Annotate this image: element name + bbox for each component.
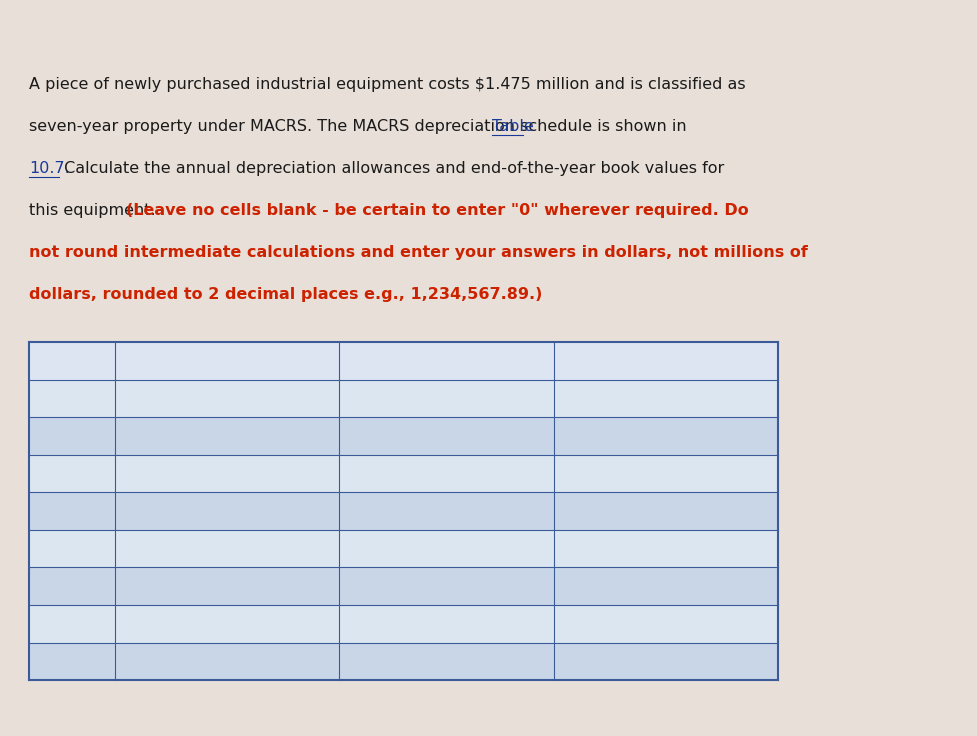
Text: A piece of newly purchased industrial equipment costs $1.475 million and is clas: A piece of newly purchased industrial eq… [29, 77, 745, 92]
Text: 5: 5 [67, 541, 77, 556]
Text: 1: 1 [67, 391, 77, 406]
Text: 7: 7 [67, 616, 77, 631]
Text: dollars, rounded to 2 decimal places e.g., 1,234,567.89.): dollars, rounded to 2 decimal places e.g… [29, 287, 542, 302]
Text: this equipment.: this equipment. [29, 203, 161, 218]
Text: 6: 6 [67, 578, 77, 594]
Text: Year: Year [53, 353, 92, 369]
Text: Calculate the annual depreciation allowances and end-of-the-year book values for: Calculate the annual depreciation allowa… [60, 161, 724, 176]
Text: 4: 4 [67, 503, 77, 519]
Text: Ending Book Value: Ending Book Value [580, 353, 749, 369]
Text: not round intermediate calculations and enter your answers in dollars, not milli: not round intermediate calculations and … [29, 245, 807, 260]
Text: 8: 8 [67, 654, 77, 669]
Text: Depreciation: Depreciation [388, 353, 504, 369]
Text: seven-year property under MACRS. The MACRS depreciation schedule is shown in: seven-year property under MACRS. The MAC… [29, 119, 692, 134]
Text: Table: Table [492, 119, 533, 134]
Text: (Leave no cells blank - be certain to enter "0" wherever required. Do: (Leave no cells blank - be certain to en… [125, 203, 747, 218]
Text: Beginning Book Value: Beginning Book Value [128, 353, 325, 369]
Text: 10.7.: 10.7. [29, 161, 70, 176]
Text: 2: 2 [67, 428, 77, 444]
Text: 3: 3 [67, 466, 77, 481]
